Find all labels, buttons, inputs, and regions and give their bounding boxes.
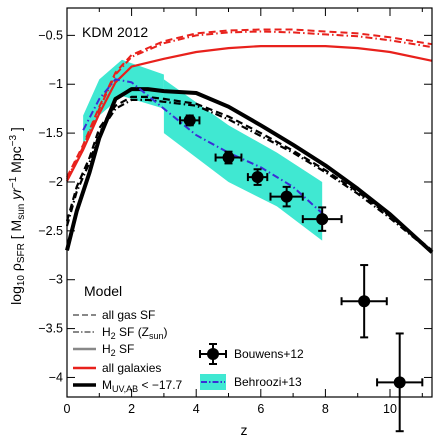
legend-h2: H2 SF — [102, 342, 134, 358]
bouwens-point-1 — [214, 150, 243, 165]
bouwens-point-2 — [246, 168, 269, 186]
ylabel-close: ] — [8, 127, 24, 135]
ylabel-rho: ρ — [8, 263, 24, 275]
behroozi-median-line — [82, 78, 327, 217]
y-tick-label-5: −1.5 — [38, 126, 63, 140]
y-tick-label-2: −3 — [49, 273, 63, 287]
series-line-2 — [66, 45, 433, 182]
bouwens-marker-0 — [183, 114, 196, 127]
model-lines — [65, 28, 434, 254]
ylabel-m-sub: sun — [16, 204, 27, 220]
x-axis-label: z — [241, 422, 248, 438]
legend-model: Model all gas SF H2 SF (Zsun) H2 SF all … — [73, 283, 183, 394]
legend-h2-zsun: H2 SF (Zsun) — [102, 325, 168, 341]
legend-behroozi: Behroozi+13 — [234, 375, 302, 389]
x-tick-label-3: 6 — [257, 402, 264, 416]
ylabel-log: log — [8, 286, 24, 305]
legend-muv: MUV,AB < −17.7 — [102, 378, 183, 394]
axis-ticks: 0 2 4 6 8 10 −4 −3.5 −3 −2.5 −2 −1.5 −1 −0.5 — [38, 8, 432, 416]
bouwens-marker-2 — [251, 171, 264, 184]
x-tick-label-2: 4 — [193, 402, 200, 416]
legend-all-gas: all gas SF — [102, 308, 155, 322]
bouwens-point-0 — [179, 114, 201, 127]
bouwens-marker-6 — [393, 376, 406, 389]
x-tick-label-1: 2 — [128, 402, 135, 416]
y-tick-label-3: −2.5 — [38, 224, 63, 238]
bouwens-point-6 — [376, 332, 424, 433]
bouwens-point-5 — [340, 264, 388, 339]
x-tick-label-0: 0 — [64, 402, 71, 416]
ylabel-mpc: Mpc — [8, 146, 24, 176]
bouwens-marker-3 — [280, 190, 293, 203]
series-line-0 — [66, 28, 433, 178]
bouwens-marker-5 — [358, 295, 371, 308]
bouwens-point-4 — [301, 206, 343, 232]
ylabel-yr-sup: −1 — [8, 176, 19, 188]
chart-annotation: KDM 2012 — [82, 24, 148, 40]
y-tick-label-7: −0.5 — [38, 28, 63, 42]
behroozi-band — [83, 59, 323, 241]
y-tick-label-6: −1 — [49, 77, 63, 91]
ylabel-log-sub: 10 — [16, 275, 27, 287]
ylabel-unit: yr — [8, 187, 24, 204]
ylabel-rho-sub: SFR — [16, 243, 27, 263]
x-tick-label-4: 8 — [322, 402, 329, 416]
ylabel-mpc-sup: −3 — [8, 135, 19, 147]
behroozi-band-low-z — [83, 59, 164, 145]
y-tick-label-4: −2 — [49, 175, 63, 189]
series-line-5 — [65, 87, 434, 254]
y-tick-label-0: −4 — [49, 370, 63, 384]
behroozi-line — [82, 78, 327, 217]
legend-swatch-bouwens-marker — [207, 348, 219, 360]
y-axis-label: log10 ρSFR [ Msun yr−1 Mpc−3 ] — [8, 127, 27, 305]
ylabel-open: [ M — [8, 220, 24, 243]
bouwens-marker-4 — [316, 213, 329, 226]
x-tick-label-5: 10 — [383, 402, 397, 416]
series-line-4 — [65, 98, 433, 254]
legend-all-galaxies: all galaxies — [102, 361, 161, 375]
y-tick-label-1: −3.5 — [38, 322, 63, 336]
legend-bouwens: Bouwens+12 — [234, 347, 304, 361]
bouwens-points — [179, 114, 424, 433]
series-line-3 — [65, 95, 433, 252]
series-line-1 — [66, 30, 433, 180]
legend-data: Bouwens+12 Behroozi+13 — [199, 343, 304, 390]
bouwens-marker-1 — [222, 151, 235, 164]
plot-frame — [66, 7, 433, 398]
legend-heading: Model — [84, 283, 122, 299]
bouwens-point-3 — [269, 185, 304, 208]
